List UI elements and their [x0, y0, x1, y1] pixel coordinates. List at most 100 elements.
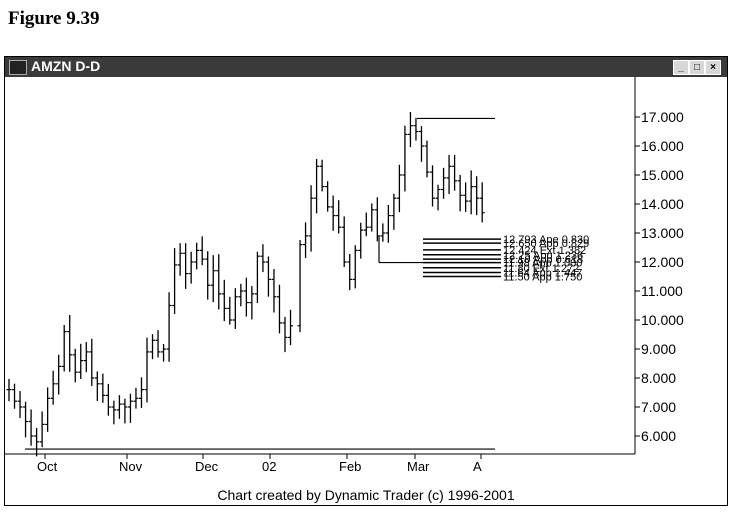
ohlc-bar — [314, 158, 320, 214]
ohlc-bar — [341, 216, 347, 268]
ohlc-bar — [116, 395, 122, 419]
projection-level-label: 12.10 App 0.618 — [503, 254, 583, 266]
ohlc-bar — [227, 296, 233, 325]
projection-level-label: 12.793 Ape 0.830 — [503, 234, 589, 246]
x-tick-label: Mar — [407, 459, 430, 474]
ohlc-bar — [194, 242, 200, 270]
ohlc-bar — [150, 334, 156, 360]
ohlc-bar — [363, 212, 369, 237]
projection-level-label: 11.64 App 1.447 — [503, 267, 582, 279]
ohlc-bar — [319, 159, 325, 192]
ohlc-bar — [352, 245, 358, 289]
ohlc-bar — [457, 174, 463, 212]
x-tick-label: Nov — [119, 459, 143, 474]
y-tick-label: 17.000 — [641, 109, 684, 125]
projection-level-label: 12.25 App 1.236 — [503, 250, 583, 262]
ohlc-bar — [407, 111, 413, 148]
ohlc-bar — [133, 387, 139, 409]
projection-level-label: 12.650 App 0.829 — [503, 238, 589, 250]
ohlc-bar — [72, 348, 78, 383]
ohlc-bar — [161, 344, 167, 362]
ohlc-bar — [249, 286, 255, 320]
ohlc-bar — [67, 314, 73, 372]
y-tick-label: 14.000 — [641, 196, 684, 212]
ohlc-bar — [183, 243, 189, 289]
projection-level-label: 11.50 App 1.750 — [503, 272, 582, 284]
window-title: AMZN D-D — [31, 58, 101, 74]
ohlc-bar — [260, 244, 266, 273]
minimize-button[interactable]: _ — [673, 60, 689, 75]
ohlc-bar — [105, 383, 111, 416]
ohlc-bar — [127, 393, 133, 423]
ohlc-bar — [45, 387, 51, 432]
figure-title: Figure 9.39 — [8, 8, 100, 29]
projection-level-label: 11.98 App 1.000 — [503, 258, 582, 270]
ohlc-bar — [83, 342, 89, 373]
ohlc-bar — [297, 239, 303, 333]
ohlc-bar — [166, 292, 172, 362]
ohlc-bar — [94, 371, 100, 402]
ohlc-bar — [474, 176, 480, 216]
ohlc-bar — [303, 222, 309, 259]
ohlc-bar — [308, 185, 314, 252]
ohlc-bar — [413, 117, 419, 141]
y-tick-label: 15.000 — [641, 167, 684, 183]
y-tick-label: 11.000 — [641, 283, 683, 299]
close-button[interactable]: × — [705, 60, 721, 75]
y-tick-label: 7.000 — [641, 399, 676, 415]
ohlc-bar — [435, 184, 441, 211]
ohlc-bar — [50, 370, 56, 405]
window-titlebar[interactable]: AMZN D-D _ □ × — [5, 57, 727, 77]
ohlc-bar — [441, 167, 447, 199]
chart-app-icon — [9, 60, 27, 75]
y-tick-label: 8.000 — [641, 370, 676, 386]
ohlc-bar — [138, 377, 144, 408]
ohlc-bar — [358, 222, 364, 259]
ohlc-bar — [56, 354, 62, 395]
ohlc-bar — [205, 251, 211, 300]
y-tick-label: 16.000 — [641, 138, 684, 154]
x-tick-label: Oct — [37, 459, 58, 474]
ohlc-bar — [39, 411, 45, 448]
ohlc-bar — [282, 316, 288, 353]
ohlc-bar — [385, 205, 391, 243]
ohlc-bar — [17, 391, 23, 418]
x-tick-label: Dec — [195, 459, 219, 474]
y-tick-label: 9.000 — [641, 341, 676, 357]
ohlc-bar — [89, 338, 95, 387]
ohlc-bar — [430, 165, 436, 207]
ohlc-bar — [380, 223, 386, 242]
ohlc-bar — [336, 200, 342, 234]
x-tick-label: Feb — [339, 459, 361, 474]
ohlc-bar — [374, 197, 380, 242]
ohlc-bar — [232, 288, 238, 330]
ohlc-bar — [468, 170, 474, 215]
ohlc-bar — [216, 254, 222, 310]
ohlc-bar — [111, 400, 117, 425]
ohlc-bar — [396, 164, 402, 213]
ohlc-bar — [452, 155, 458, 191]
maximize-button[interactable]: □ — [689, 60, 705, 75]
ohlc-bar — [402, 125, 408, 192]
ohlc-bar — [23, 401, 29, 438]
ohlc-bar — [418, 126, 424, 162]
ohlc-bar — [330, 195, 336, 231]
ohlc-bar — [369, 203, 375, 232]
ohlc-bar — [210, 255, 216, 303]
ohlc-bar — [12, 383, 18, 409]
chart-window: AMZN D-D _ □ × 12.793 Ape 0.830 12.650 Ap… — [4, 56, 728, 506]
ohlc-bar — [424, 140, 430, 178]
ohlc-bar — [479, 182, 485, 223]
ohlc-bar — [61, 324, 67, 372]
ohlc-bar — [155, 330, 161, 358]
ohlc-bar — [188, 251, 194, 284]
ohlc-bar — [288, 309, 294, 346]
ohlc-bar — [100, 373, 106, 403]
ohlc-bar — [254, 251, 260, 303]
ohlc-bar — [199, 236, 205, 266]
chart-footer: Chart created by Dynamic Trader (c) 1996… — [217, 487, 515, 503]
ohlc-bar — [34, 427, 40, 457]
ohlc-bar — [144, 337, 150, 403]
ohlc-bar — [271, 269, 277, 313]
ohlc-bar — [238, 283, 244, 307]
